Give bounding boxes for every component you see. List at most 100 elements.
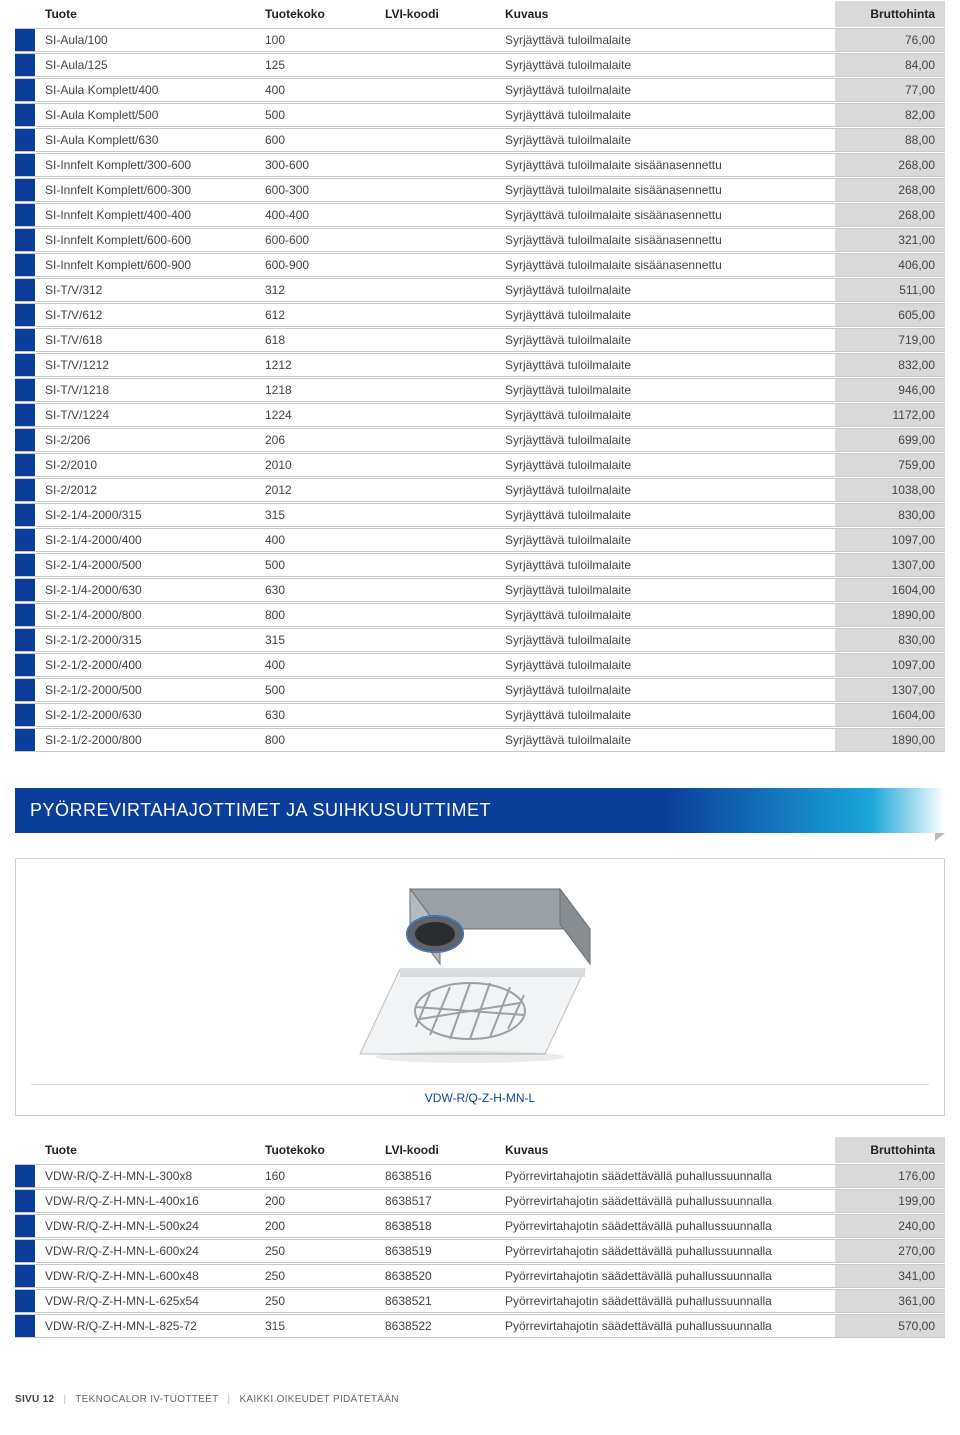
cell-lvi <box>375 178 495 202</box>
col-tuotekoko: Tuotekoko <box>255 1 375 27</box>
cell-tuotekoko: 200 <box>255 1189 375 1213</box>
cell-lvi: 8638516 <box>375 1164 495 1188</box>
cell-lvi <box>375 703 495 727</box>
cell-kuvaus: Syrjäyttävä tuloilmalaite <box>495 303 835 327</box>
table-row: VDW-R/Q-Z-H-MN-L-300x81608638516Pyörrevi… <box>15 1164 945 1188</box>
table-row: SI-2-1/4-2000/630630Syrjäyttävä tuloilma… <box>15 578 945 602</box>
cell-hinta: 406,00 <box>835 253 945 277</box>
cell-tuote: SI-Aula/125 <box>35 53 255 77</box>
product-card: VDW-R/Q-Z-H-MN-L <box>15 858 945 1116</box>
row-accent <box>15 1289 35 1313</box>
cell-kuvaus: Syrjäyttävä tuloilmalaite <box>495 103 835 127</box>
cell-tuotekoko: 1212 <box>255 353 375 377</box>
cell-tuote: SI-2/206 <box>35 428 255 452</box>
row-accent <box>15 478 35 502</box>
cell-tuote: VDW-R/Q-Z-H-MN-L-300x8 <box>35 1164 255 1188</box>
cell-lvi <box>375 603 495 627</box>
col-kuvaus: Kuvaus <box>495 1137 835 1163</box>
table-row: SI-Innfelt Komplett/400-400400-400Syrjäy… <box>15 203 945 227</box>
cell-hinta: 946,00 <box>835 378 945 402</box>
row-accent <box>15 178 35 202</box>
cell-tuote: SI-Innfelt Komplett/400-400 <box>35 203 255 227</box>
cell-tuotekoko: 160 <box>255 1164 375 1188</box>
cell-hinta: 321,00 <box>835 228 945 252</box>
cell-lvi <box>375 403 495 427</box>
cell-hinta: 570,00 <box>835 1314 945 1338</box>
cell-lvi <box>375 728 495 752</box>
table-header-row: Tuote Tuotekoko LVI-koodi Kuvaus Bruttoh… <box>15 1 945 27</box>
row-accent <box>15 253 35 277</box>
cell-kuvaus: Syrjäyttävä tuloilmalaite <box>495 728 835 752</box>
section-title: PYÖRREVIRTAHAJOTTIMET JA SUIHKUSUUTTIMET <box>15 788 945 833</box>
cell-hinta: 605,00 <box>835 303 945 327</box>
table-row: SI-2-1/2-2000/400400Syrjäyttävä tuloilma… <box>15 653 945 677</box>
row-accent <box>15 103 35 127</box>
cell-hinta: 176,00 <box>835 1164 945 1188</box>
cell-hinta: 341,00 <box>835 1264 945 1288</box>
cell-kuvaus: Syrjäyttävä tuloilmalaite <box>495 328 835 352</box>
cell-kuvaus: Pyörrevirtahajotin säädettävällä puhallu… <box>495 1264 835 1288</box>
cell-kuvaus: Pyörrevirtahajotin säädettävällä puhallu… <box>495 1289 835 1313</box>
cell-kuvaus: Pyörrevirtahajotin säädettävällä puhallu… <box>495 1214 835 1238</box>
cell-tuote: SI-2-1/2-2000/630 <box>35 703 255 727</box>
cell-tuotekoko: 500 <box>255 553 375 577</box>
cell-hinta: 830,00 <box>835 628 945 652</box>
table-row: SI-Aula/100100Syrjäyttävä tuloilmalaite7… <box>15 28 945 52</box>
cell-tuote: SI-2-1/4-2000/315 <box>35 503 255 527</box>
table-row: SI-Aula Komplett/500500 Syrjäyttävä tuloi… <box>15 103 945 127</box>
cell-tuote: SI-2-1/2-2000/800 <box>35 728 255 752</box>
cell-lvi <box>375 78 495 102</box>
row-accent <box>15 678 35 702</box>
cell-tuote: SI-Innfelt Komplett/600-900 <box>35 253 255 277</box>
cell-lvi <box>375 203 495 227</box>
table-row: VDW-R/Q-Z-H-MN-L-625x542508638521Pyörrev… <box>15 1289 945 1313</box>
cell-lvi <box>375 303 495 327</box>
cell-kuvaus: Syrjäyttävä tuloilmalaite <box>495 628 835 652</box>
cell-lvi <box>375 553 495 577</box>
cell-kuvaus: Syrjäyttävä tuloilmalaite sisäänasennett… <box>495 228 835 252</box>
row-accent <box>15 128 35 152</box>
cell-tuote: SI-Aula Komplett/500 <box>35 103 255 127</box>
table-row: SI-Aula Komplett/400400Syrjäyttävä tuloi… <box>15 78 945 102</box>
footer-rights: KAIKKI OIKEUDET PIDÄTETÄÄN <box>239 1394 398 1405</box>
row-accent <box>15 1239 35 1263</box>
row-accent <box>15 453 35 477</box>
cell-tuotekoko: 600-900 <box>255 253 375 277</box>
cell-tuote: VDW-R/Q-Z-H-MN-L-625x54 <box>35 1289 255 1313</box>
table-header-row: Tuote Tuotekoko LVI-koodi Kuvaus Bruttoh… <box>15 1137 945 1163</box>
cell-tuotekoko: 125 <box>255 53 375 77</box>
table-row: SI-2-1/4-2000/500500Syrjäyttävä tuloilma… <box>15 553 945 577</box>
cell-lvi <box>375 253 495 277</box>
cell-tuote: VDW-R/Q-Z-H-MN-L-500x24 <box>35 1214 255 1238</box>
footer-brand: TEKNOCALOR IV-TUOTTEET <box>75 1394 218 1405</box>
col-tuote: Tuote <box>35 1137 255 1163</box>
product-image <box>31 874 929 1074</box>
cell-tuotekoko: 200 <box>255 1214 375 1238</box>
cell-hinta: 699,00 <box>835 428 945 452</box>
cell-kuvaus: Syrjäyttävä tuloilmalaite <box>495 553 835 577</box>
table-row: SI-Innfelt Komplett/600-300600-300Syrjäy… <box>15 178 945 202</box>
cell-hinta: 1604,00 <box>835 703 945 727</box>
table-row: SI-Aula Komplett/630600Syrjäyttävä tuloi… <box>15 128 945 152</box>
cell-hinta: 240,00 <box>835 1214 945 1238</box>
row-accent <box>15 528 35 552</box>
cell-tuotekoko: 400 <box>255 78 375 102</box>
cell-kuvaus: Syrjäyttävä tuloilmalaite sisäänasennett… <box>495 178 835 202</box>
cell-tuotekoko: 600-600 <box>255 228 375 252</box>
cell-lvi: 8638520 <box>375 1264 495 1288</box>
table-row: VDW-R/Q-Z-H-MN-L-825-723158638522Pyörrev… <box>15 1314 945 1338</box>
table-row: SI-2-1/4-2000/400400Syrjäyttävä tuloilma… <box>15 528 945 552</box>
table-row: SI-2-1/2-2000/800800Syrjäyttävä tuloilma… <box>15 728 945 752</box>
cell-tuote: SI-Aula/100 <box>35 28 255 52</box>
cell-lvi <box>375 528 495 552</box>
cell-tuote: SI-Innfelt Komplett/600-600 <box>35 228 255 252</box>
table-row: SI-2-1/2-2000/630630Syrjäyttävä tuloilma… <box>15 703 945 727</box>
col-hinta: Bruttohinta <box>835 1137 945 1163</box>
cell-tuotekoko: 500 <box>255 103 375 127</box>
cell-tuote: VDW-R/Q-Z-H-MN-L-600x24 <box>35 1239 255 1263</box>
diffuser-icon <box>340 879 620 1069</box>
row-accent <box>15 278 35 302</box>
table-row: VDW-R/Q-Z-H-MN-L-600x482508638520Pyörrev… <box>15 1264 945 1288</box>
cell-kuvaus: Syrjäyttävä tuloilmalaite sisäänasennett… <box>495 203 835 227</box>
cell-tuote: SI-Innfelt Komplett/600-300 <box>35 178 255 202</box>
